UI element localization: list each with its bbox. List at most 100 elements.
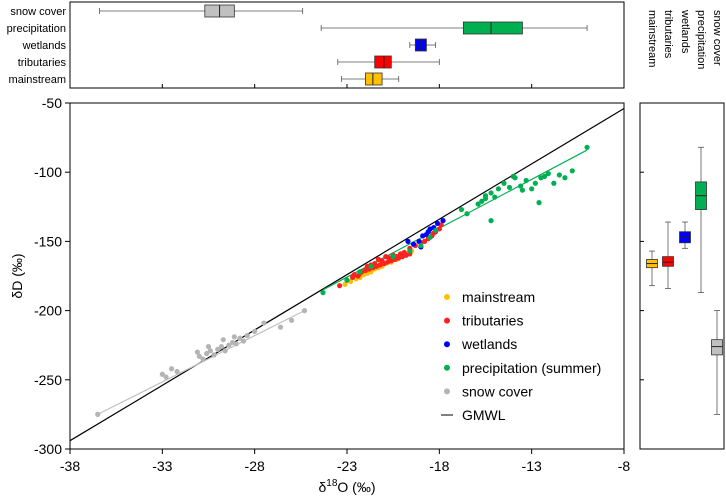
point-snow-cover — [240, 338, 247, 344]
point-snow-cover — [226, 342, 232, 348]
point-wetlands — [434, 220, 441, 227]
point-precipitation-summer — [479, 198, 485, 204]
x-axis-title-rest: O (‰) — [337, 479, 375, 495]
top-category-label: snow cover — [10, 6, 66, 18]
legend-marker — [444, 364, 450, 371]
x-axis-title-sup: 18 — [326, 478, 338, 489]
right-box-tributaries — [662, 256, 674, 267]
legend-marker — [444, 317, 450, 324]
x-tick-label: -33 — [152, 458, 172, 474]
point-precipitation-summer — [427, 234, 433, 240]
point-snow-cover — [289, 317, 295, 323]
point-precipitation-summer — [541, 173, 548, 179]
top-category-label: tributaries — [18, 57, 67, 69]
y-axis-title: δD (‰) — [9, 253, 25, 298]
point-precipitation-summer — [551, 180, 557, 186]
point-snow-cover — [233, 341, 239, 347]
point-snow-cover — [301, 308, 308, 314]
point-precipitation-summer — [357, 269, 363, 275]
x-tick-label: -28 — [245, 458, 265, 474]
top-box-precipitation — [462, 21, 523, 35]
point-precipitation-summer — [488, 190, 494, 196]
top-category-label: precipitation — [7, 23, 66, 35]
point-wetlands — [425, 229, 431, 235]
point-tributaries — [383, 254, 389, 260]
scatter-panel: -38 -33 -28 -23 -18 -13 -8 -50 -100 -150 -200 -250 -… — [9, 95, 630, 495]
point-wetlands — [440, 218, 446, 224]
gmwl-line — [69, 108, 625, 442]
point-precipitation-summer — [519, 187, 526, 193]
point-wetlands — [416, 238, 422, 244]
point-precipitation-summer — [495, 186, 502, 192]
point-precipitation-summer — [368, 263, 374, 269]
top-boxplot-panel: snow cover precipitation wetlands tributari… — [7, 1, 625, 89]
point-precipitation-summer — [523, 177, 529, 184]
point-precipitation-summer — [475, 201, 481, 207]
point-precipitation-summer — [458, 206, 465, 213]
point-snow-cover — [205, 343, 212, 350]
y-tick-label: -250 — [34, 372, 62, 388]
point-precipitation-summer — [569, 168, 575, 174]
right-category-label: snow cover — [711, 10, 723, 66]
point-tributaries — [351, 272, 357, 278]
fit-line-snow-cover — [97, 310, 305, 415]
point-snow-cover — [196, 353, 202, 359]
right-panel-frame — [639, 102, 725, 450]
point-snow-cover — [168, 366, 175, 372]
y-tick-label: -150 — [34, 233, 62, 249]
right-category-label: tributaries — [662, 10, 674, 59]
top-panel-category-labels: snow cover precipitation wetlands tributari… — [7, 6, 67, 86]
right-boxplot-panel: mainstream tributaries wetlands precipitati… — [639, 9, 725, 450]
legend-label: precipitation (summer) — [462, 360, 601, 376]
legend-label: wetlands — [461, 336, 517, 352]
top-category-label: wetlands — [22, 40, 67, 52]
point-snow-cover — [244, 332, 250, 339]
point-snow-cover — [220, 337, 226, 343]
top-box-tributaries — [374, 55, 392, 69]
legend-marker — [444, 341, 450, 348]
point-precipitation-summer — [482, 193, 489, 199]
point-precipitation-summer — [532, 180, 538, 186]
right-panel-boxes — [646, 146, 723, 415]
point-precipitation-summer — [407, 248, 413, 254]
x-tick-label: -18 — [429, 458, 449, 474]
top-panel-frame — [69, 1, 625, 89]
x-tick-label: -13 — [522, 458, 542, 474]
point-snow-cover — [215, 346, 221, 352]
point-precipitation-summer — [562, 175, 568, 181]
point-precipitation-summer — [529, 186, 535, 192]
point-tributaries — [337, 283, 343, 289]
y-tick-label: -100 — [34, 164, 62, 180]
point-precipitation-summer — [545, 170, 551, 177]
x-axis-title: δ18O (‰) — [318, 478, 375, 495]
point-precipitation-summer — [501, 180, 507, 186]
legend-label: snow cover — [462, 383, 533, 399]
y-tick-label: -200 — [34, 303, 62, 319]
legend-label: tributaries — [462, 313, 523, 329]
point-snow-cover — [204, 350, 210, 357]
legend-label: GMWL — [462, 407, 506, 423]
x-tick-label: -23 — [337, 458, 357, 474]
x-tick-label: -8 — [618, 458, 631, 474]
point-snow-cover — [252, 328, 258, 334]
point-snow-cover — [200, 356, 206, 362]
point-precipitation-summer — [517, 183, 524, 189]
point-snow-cover — [261, 320, 267, 326]
point-precipitation-summer — [510, 173, 516, 179]
point-snow-cover — [163, 374, 169, 380]
point-precipitation-summer — [492, 194, 498, 200]
point-snow-cover — [222, 348, 228, 354]
point-snow-cover — [194, 349, 201, 355]
point-snow-cover — [218, 343, 225, 350]
point-precipitation-summer — [488, 218, 494, 224]
legend-marker — [444, 388, 450, 395]
legend-marker — [444, 294, 450, 300]
point-wetlands — [405, 238, 411, 244]
point-precipitation-summer — [536, 200, 542, 206]
right-panel-ticks — [640, 102, 644, 450]
point-precipitation-summer — [418, 242, 424, 249]
point-precipitation-summer — [584, 144, 590, 150]
point-precipitation-summer — [464, 211, 470, 217]
y-tick-label: -300 — [34, 441, 62, 457]
